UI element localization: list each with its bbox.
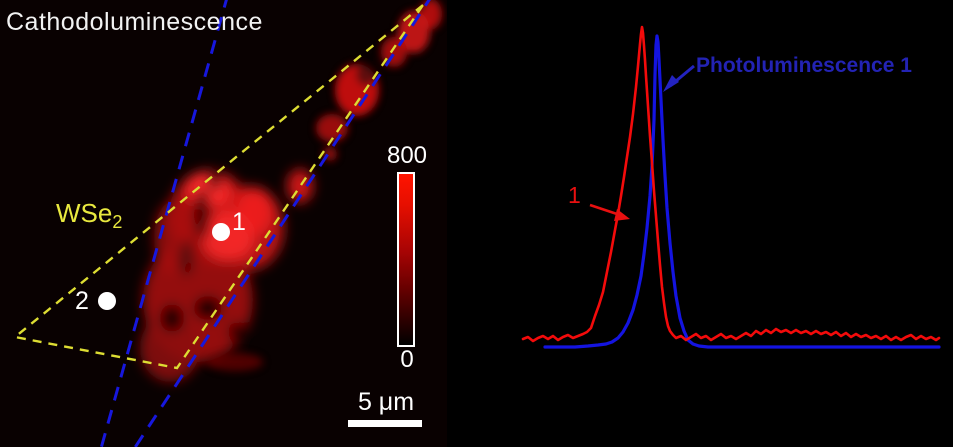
cl-annotation-arrow [589,203,630,221]
wse2-flake-outline [12,4,424,370]
panel-title: Cathodoluminescence [6,8,263,36]
wse2-label-base: WSe [56,198,113,228]
cl-spectrum-curve [521,25,941,343]
blue-dashed-wedge-lines [99,0,431,447]
point-2-marker [98,292,116,310]
pl-curve-annotation: Photoluminescence 1 [696,54,912,77]
colorbar-min-label: 0 [400,346,414,373]
spectra-plot [521,25,941,349]
cl-emission-main-blob [140,169,313,382]
point-1-marker [212,223,230,241]
scale-bar-label: 5 μm [357,388,415,416]
colorbar-max-label: 800 [386,142,428,169]
pl-spectrum-curve [543,34,941,349]
point-2-label: 2 [75,287,89,315]
point-1-label: 1 [232,208,246,236]
intensity-colorbar [397,172,415,347]
wse2-label-subscript: 2 [112,212,123,233]
spectra-plot-panel: Photoluminescence 1 1 [480,0,953,447]
scale-bar [348,420,422,427]
pl-annotation-arrow [663,64,695,92]
cathodoluminescence-map-panel: Cathodoluminescence WSe2 1 2 800 0 5 μm [0,0,447,447]
blue-wedge-line-left [99,0,228,447]
blue-wedge-line-right [133,0,431,447]
wse2-material-label: WSe2 [56,198,122,233]
cl-curve-annotation: 1 [568,182,581,208]
